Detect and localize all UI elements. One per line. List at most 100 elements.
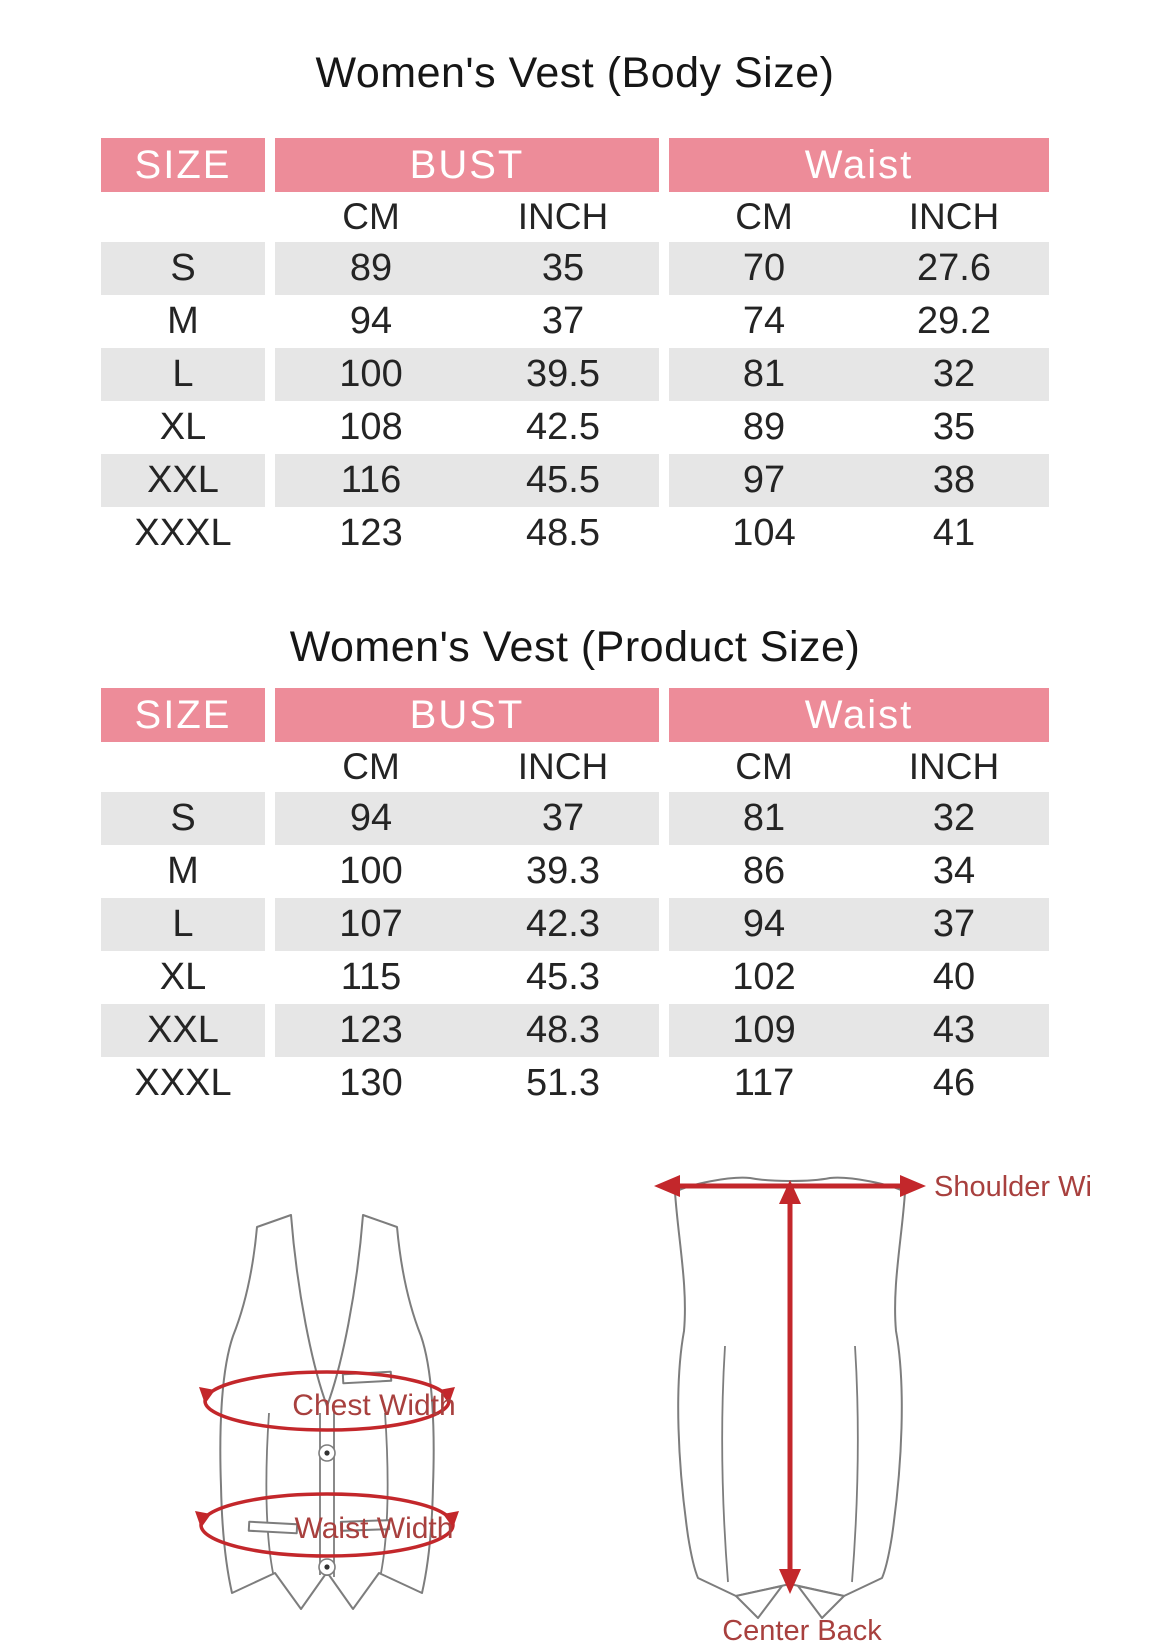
size-value: M bbox=[167, 300, 199, 342]
cm-label: CM bbox=[342, 196, 400, 237]
measurement-value: 37 bbox=[932, 903, 976, 945]
bust-header-cell: BUST bbox=[275, 688, 659, 742]
bust-values-cell: 107 42.3 bbox=[275, 898, 659, 951]
bust-values-cell: 123 48.3 bbox=[275, 1004, 659, 1057]
waist-values-cell: 74 29.2 bbox=[669, 295, 1049, 348]
measurement-value: 94 bbox=[349, 797, 393, 839]
measurement-value: 123 bbox=[339, 512, 403, 554]
waist-header-cell: Waist bbox=[669, 688, 1049, 742]
bust-header-label: BUST bbox=[409, 142, 525, 187]
size-cell: S bbox=[101, 792, 265, 845]
back-seam-right bbox=[851, 1345, 859, 1583]
size-value: L bbox=[172, 903, 194, 945]
waist-width-arrow bbox=[195, 1492, 459, 1558]
measurement-value: 108 bbox=[339, 406, 403, 448]
inch-label: INCH bbox=[517, 746, 609, 787]
size-header-cell: SIZE bbox=[101, 138, 265, 192]
bust-values-cell: 94 37 bbox=[275, 295, 659, 348]
measurement-value: 109 bbox=[732, 1009, 796, 1051]
body-size-title: Women's Vest (Body Size) bbox=[315, 49, 835, 97]
table-row: L 100 39.5 81 32 bbox=[101, 348, 1049, 401]
waist-units-cell: CM INCH bbox=[669, 742, 1049, 792]
measurement-value: 32 bbox=[932, 797, 976, 839]
measurement-value: 32 bbox=[932, 353, 976, 395]
waist-units-cell: CM INCH bbox=[669, 192, 1049, 242]
measurement-value: 70 bbox=[742, 247, 786, 289]
measurement-value: 27.6 bbox=[917, 247, 991, 289]
measurement-value: 100 bbox=[339, 353, 403, 395]
size-cell: XXL bbox=[101, 1004, 265, 1057]
measurement-value: 40 bbox=[932, 956, 976, 998]
bust-values-cell: 89 35 bbox=[275, 242, 659, 295]
measurement-value: 45.5 bbox=[526, 459, 600, 501]
size-cell: L bbox=[101, 348, 265, 401]
measurement-value: 81 bbox=[742, 353, 786, 395]
waist-header-cell: Waist bbox=[669, 138, 1049, 192]
inch-label: INCH bbox=[517, 196, 609, 237]
center-back-label: Center Back bbox=[722, 1615, 882, 1646]
cm-label: CM bbox=[735, 196, 793, 237]
size-value: S bbox=[170, 797, 196, 839]
waist-pocket-left bbox=[247, 1520, 299, 1535]
waist-values-cell: 86 34 bbox=[669, 845, 1049, 898]
waist-values-cell: 94 37 bbox=[669, 898, 1049, 951]
measurement-value: 89 bbox=[742, 406, 786, 448]
empty-cell bbox=[101, 742, 265, 792]
body-size-rows: S 89 35 70 27.6 M 94 37 74 29.2 L 100 39.5 81 32 XL 108 4… bbox=[101, 242, 1049, 560]
product-size-title: Women's Vest (Product Size) bbox=[289, 623, 861, 671]
waist-header-label: Waist bbox=[804, 142, 914, 187]
measurement-value: 51.3 bbox=[526, 1062, 600, 1104]
bust-values-cell: 100 39.3 bbox=[275, 845, 659, 898]
chest-width-label: Chest Width bbox=[292, 1389, 455, 1422]
waist-values-cell: 70 27.6 bbox=[669, 242, 1049, 295]
front-vest-outline bbox=[219, 1214, 435, 1610]
table-subheader-row: CM INCH CM INCH bbox=[101, 192, 1049, 242]
cm-label: CM bbox=[735, 746, 793, 787]
size-cell: L bbox=[101, 898, 265, 951]
size-cell: XL bbox=[101, 401, 265, 454]
button-bottom bbox=[318, 1558, 336, 1576]
button-top bbox=[318, 1444, 336, 1462]
product-size-table: Women's Vest (Product Size) SIZE BUST Wa… bbox=[101, 616, 1049, 1110]
measurement-value: 29.2 bbox=[917, 300, 991, 342]
table-row: XXXL 123 48.5 104 41 bbox=[101, 507, 1049, 560]
table-row: L 107 42.3 94 37 bbox=[101, 898, 1049, 951]
size-value: XXXL bbox=[134, 1062, 232, 1104]
size-header-label: SIZE bbox=[134, 692, 232, 737]
table-row: XL 115 45.3 102 40 bbox=[101, 951, 1049, 1004]
size-value: XL bbox=[159, 956, 207, 998]
bust-units-cell: CM INCH bbox=[275, 192, 659, 242]
measurement-value: 123 bbox=[339, 1009, 403, 1051]
waist-values-cell: 102 40 bbox=[669, 951, 1049, 1004]
measurement-value: 45.3 bbox=[526, 956, 600, 998]
size-cell: XXXL bbox=[101, 507, 265, 560]
empty-cell bbox=[101, 192, 265, 242]
shoulder-width-label: Shoulder Width bbox=[934, 1171, 1090, 1203]
back-vest-diagram: Shoulder Width Center Back bbox=[654, 1171, 1090, 1646]
measurement-value: 37 bbox=[541, 797, 585, 839]
table-row: XXXL 130 51.3 117 46 bbox=[101, 1057, 1049, 1110]
waist-header-label: Waist bbox=[804, 692, 914, 737]
measurement-value: 130 bbox=[339, 1062, 403, 1104]
size-cell: XXXL bbox=[101, 1057, 265, 1110]
measurement-value: 48.3 bbox=[526, 1009, 600, 1051]
bust-values-cell: 116 45.5 bbox=[275, 454, 659, 507]
measurement-value: 102 bbox=[732, 956, 796, 998]
waist-values-cell: 81 32 bbox=[669, 792, 1049, 845]
bust-values-cell: 94 37 bbox=[275, 792, 659, 845]
measurement-value: 34 bbox=[932, 850, 976, 892]
size-cell: M bbox=[101, 845, 265, 898]
measurement-value: 97 bbox=[742, 459, 786, 501]
measurement-value: 107 bbox=[339, 903, 403, 945]
waist-values-cell: 104 41 bbox=[669, 507, 1049, 560]
size-value: L bbox=[172, 353, 194, 395]
bust-values-cell: 108 42.5 bbox=[275, 401, 659, 454]
measurement-value: 89 bbox=[349, 247, 393, 289]
measurement-value: 35 bbox=[541, 247, 585, 289]
measurement-value: 115 bbox=[340, 956, 402, 998]
measurement-value: 48.5 bbox=[526, 512, 600, 554]
size-header-cell: SIZE bbox=[101, 688, 265, 742]
measurement-value: 39.5 bbox=[526, 353, 600, 395]
center-back-arrow bbox=[779, 1180, 801, 1594]
